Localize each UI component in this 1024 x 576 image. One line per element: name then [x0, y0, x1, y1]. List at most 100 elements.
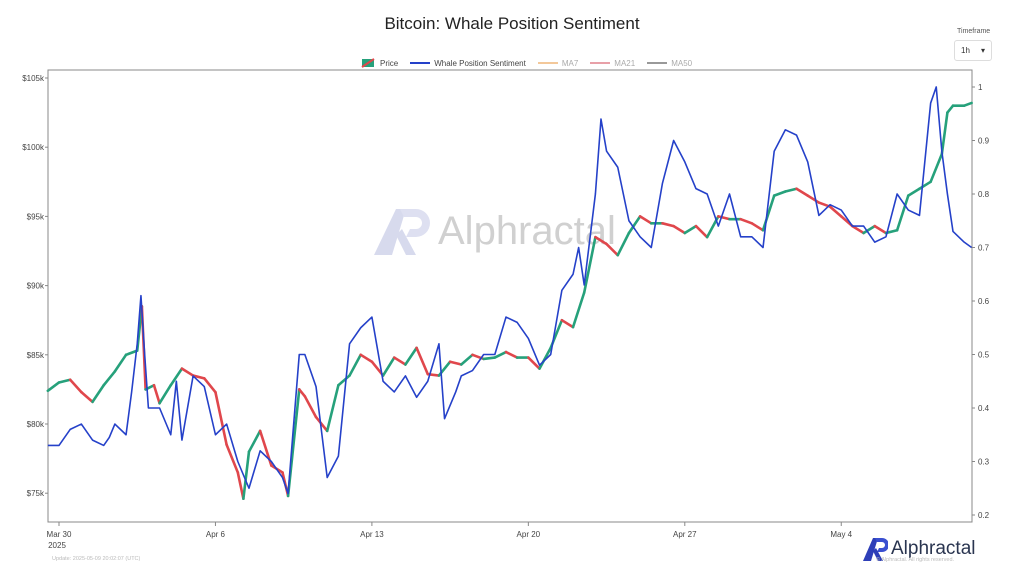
price-segment [236, 471, 245, 501]
price-segment [627, 215, 642, 235]
y-right-tick-label: 0.2 [978, 511, 990, 520]
price-segment [661, 222, 675, 228]
y-left-tick-label: $85k [27, 351, 45, 360]
legend-swatch [647, 62, 668, 64]
watermark: Alphractal [372, 205, 616, 257]
whale-sentiment-line [47, 86, 973, 495]
legend-label: MA7 [561, 58, 579, 68]
price-segment [348, 353, 363, 377]
price-segment [672, 224, 687, 235]
y-right-tick-label: 0.3 [978, 458, 990, 467]
price-segment [303, 395, 318, 419]
price-segment [202, 377, 217, 394]
price-segment [404, 346, 418, 366]
price-segment [862, 224, 877, 235]
price-segment [929, 152, 944, 184]
plot-frame [47, 69, 973, 523]
price-segment [493, 350, 508, 359]
legend-swatch [410, 62, 431, 64]
y-right-tick-label: 1 [978, 83, 983, 92]
price-segment [314, 415, 329, 433]
price-segment [946, 104, 955, 114]
watermark-text: Alphractal [438, 208, 616, 253]
price-segment [225, 443, 240, 474]
y-left-tick-label: $95k [27, 212, 45, 221]
price-segment [102, 370, 117, 387]
y-left-tick-label: $80k [27, 420, 45, 429]
price-segment [918, 180, 932, 191]
price-segment [381, 356, 396, 377]
legend-item-ma7[interactable]: MA7 [537, 58, 579, 68]
price-segment [124, 349, 139, 357]
price-segment [297, 388, 307, 398]
price-segment [694, 224, 709, 239]
brand-logo: Alphractal [862, 536, 976, 562]
price-segment [247, 429, 262, 453]
alphractal-logo-icon [374, 209, 430, 255]
price-segment [761, 194, 776, 232]
y-left-tick-label: $75k [27, 489, 45, 498]
price-segment [828, 205, 843, 218]
price-segment [638, 215, 653, 225]
price-segment [616, 231, 631, 257]
legend-swatch [537, 62, 558, 64]
timeframe-select[interactable]: 1h ▾ [954, 40, 992, 61]
legend-item-ma21[interactable]: MA21 [590, 59, 635, 68]
price-segment [214, 390, 228, 447]
candle-legend-icon [361, 58, 375, 68]
alphractal-logo-icon [863, 538, 888, 561]
price-segment [873, 224, 888, 235]
update-timestamp: Update: 2025-05-09 20:02:07 (UTC) [52, 556, 141, 562]
chart-title: Bitcoin: Whale Position Sentiment [384, 14, 640, 33]
price-segment [158, 383, 173, 405]
price-segment [169, 367, 184, 387]
legend-swatch [590, 62, 611, 64]
legend-item-ma50[interactable]: MA50 [647, 59, 692, 68]
price-segment [795, 187, 810, 197]
y-right-tick-label: 0.6 [978, 297, 990, 306]
price-segment [895, 194, 910, 232]
y-left-tick-label: $105k [22, 74, 45, 83]
legend-item-price[interactable]: Price [360, 58, 398, 68]
y-right-tick-label: 0.8 [978, 190, 990, 199]
price-segment [906, 187, 921, 197]
x-tick-label: Apr 27 [673, 530, 697, 539]
price-segment [605, 242, 620, 257]
timeframe-value: 1h [961, 46, 970, 55]
y-left-tick-label: $90k [27, 282, 45, 291]
x-tick-label: May 4 [830, 530, 852, 539]
price-segment [325, 383, 340, 433]
price-segment [504, 350, 519, 359]
price-segment [91, 383, 105, 404]
price-segment [962, 101, 973, 107]
price-segment [772, 190, 787, 197]
price-segment [448, 360, 463, 366]
price-segment [459, 353, 474, 366]
y-right-tick-label: 0.9 [978, 137, 990, 146]
price-segment [739, 217, 754, 225]
price-segment [46, 381, 61, 393]
brand-name: Alphractal [891, 538, 976, 559]
y-right-tick-label: 0.5 [978, 351, 990, 360]
legend-item-sentiment[interactable]: Whale Position Sentiment [410, 59, 526, 68]
price-segment [750, 222, 765, 232]
price-segment [68, 378, 83, 394]
timeframe-label: Timeframe [957, 28, 991, 35]
y-left-tick-label: $100k [22, 143, 45, 152]
price-segment [415, 346, 430, 376]
legend-label: Price [380, 58, 399, 68]
price-segment [940, 111, 949, 156]
price-segment [571, 291, 586, 329]
price-segment [683, 224, 698, 235]
price-segment [80, 390, 94, 404]
legend-label: MA50 [671, 58, 693, 68]
price-segment [392, 356, 407, 366]
price-segment [538, 346, 553, 370]
x-tick-label: Mar 30 [47, 530, 72, 539]
legend: Price Whale Position Sentiment MA7 MA21 … [360, 58, 692, 68]
price-segment [784, 187, 798, 193]
price-segment [594, 235, 608, 246]
price-segment [113, 353, 128, 373]
legend-label: Whale Position Sentiment [434, 58, 526, 68]
